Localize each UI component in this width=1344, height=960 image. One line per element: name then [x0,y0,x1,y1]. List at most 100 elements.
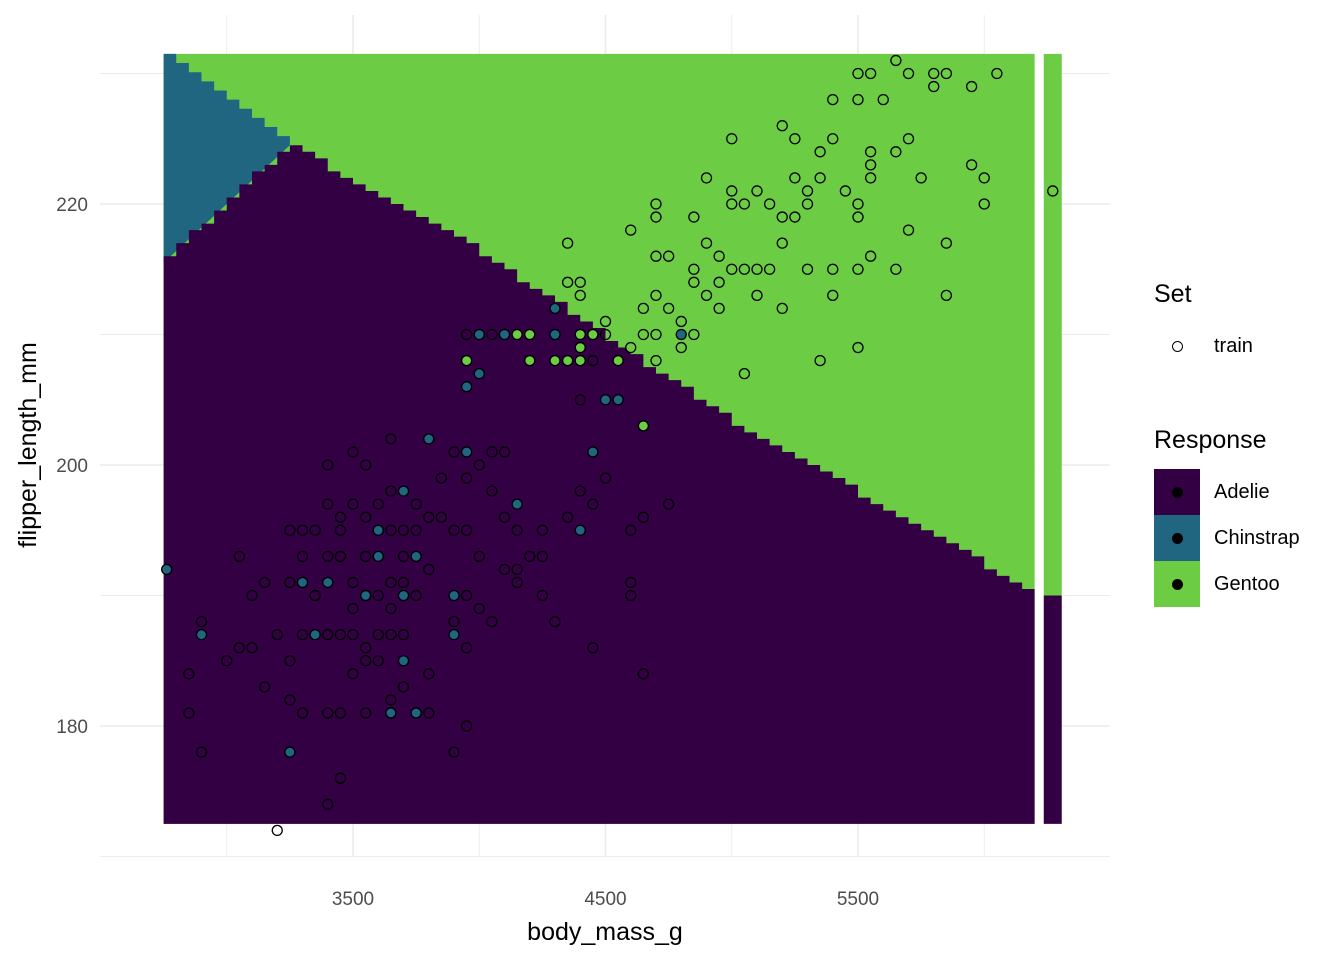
data-point [347,668,359,680]
data-point [827,133,839,145]
y-axis-title: flipper_length_mm [14,342,42,548]
y-tick-label: 200 [56,456,88,477]
data-point [397,589,410,602]
data-point [650,198,662,210]
data-point [397,576,410,589]
data-point [511,563,523,576]
data-point [334,629,347,641]
data-point [385,629,397,641]
data-point [625,589,637,602]
data-point [296,629,309,641]
data-point [460,381,473,393]
data-point [852,341,864,354]
data-point [309,629,321,641]
data-point [322,459,334,471]
data-point [637,668,650,680]
data-point [284,576,296,589]
data-point [271,824,283,837]
data-point [460,524,473,536]
legend-response: Response Adelie Chinstrap Gentoo [1154,426,1300,607]
data-point [233,642,246,654]
data-point [322,629,334,641]
data-point [637,302,650,315]
data-point [625,341,637,354]
data-point [625,524,637,536]
data-point [410,498,422,510]
data-point [890,146,902,158]
data-point [928,80,940,93]
data-point [233,550,246,562]
data-point [359,707,372,719]
data-point [183,668,195,680]
data-point [423,707,435,719]
data-point [587,498,599,510]
data-point [801,185,814,197]
data-point [763,198,776,210]
data-point [549,328,561,341]
data-point [195,746,208,758]
data-point [814,146,826,158]
data-point [359,459,372,471]
data-point [864,172,877,184]
data-point [827,93,839,106]
data-point [726,263,738,275]
data-point [852,198,864,210]
data-point [902,224,915,236]
data-point [246,642,258,654]
data-point [890,54,902,67]
data-point [827,263,839,275]
data-point [814,354,826,367]
data-point [372,498,384,510]
data-point [423,668,435,680]
data-point [675,341,687,354]
data-point [599,394,612,406]
data-point [347,446,359,458]
data-point [195,615,208,628]
y-axis-ticks: 180 200 220 [56,195,88,738]
data-point [460,472,473,484]
data-point [612,394,624,406]
data-point [511,524,523,536]
data-point [776,120,788,132]
data-point [574,328,586,341]
data-point [662,302,675,315]
data-point [486,328,498,341]
data-point [284,524,296,536]
data-point [587,354,599,367]
data-point [978,172,990,184]
data-point [864,159,877,171]
data-point [347,498,359,510]
region-gap [1034,53,1044,824]
data-point [662,250,675,262]
data-point [385,524,397,536]
data-point [599,328,612,341]
data-point [738,367,751,380]
data-point [852,93,864,106]
data-point [511,498,523,510]
data-point [309,524,321,536]
data-point [423,563,435,576]
data-point [410,589,422,602]
data-point [397,681,410,693]
data-point [410,524,422,536]
legend-item-chinstrap: Chinstrap [1154,515,1300,561]
data-point [700,237,713,249]
data-point [511,576,523,589]
data-point [160,563,173,576]
data-point [738,198,751,210]
data-point [928,67,940,80]
data-point [940,67,953,80]
data-point [486,615,498,628]
data-point [852,67,864,80]
data-point [372,629,384,641]
adelie-swatch [1154,469,1200,515]
class-regions [163,53,1062,824]
data-point [334,524,347,536]
data-point [801,263,814,275]
data-point [574,394,586,406]
data-point [726,133,738,145]
data-point [385,602,397,615]
data-point [183,707,195,719]
data-point [789,172,801,184]
data-point [435,472,448,484]
